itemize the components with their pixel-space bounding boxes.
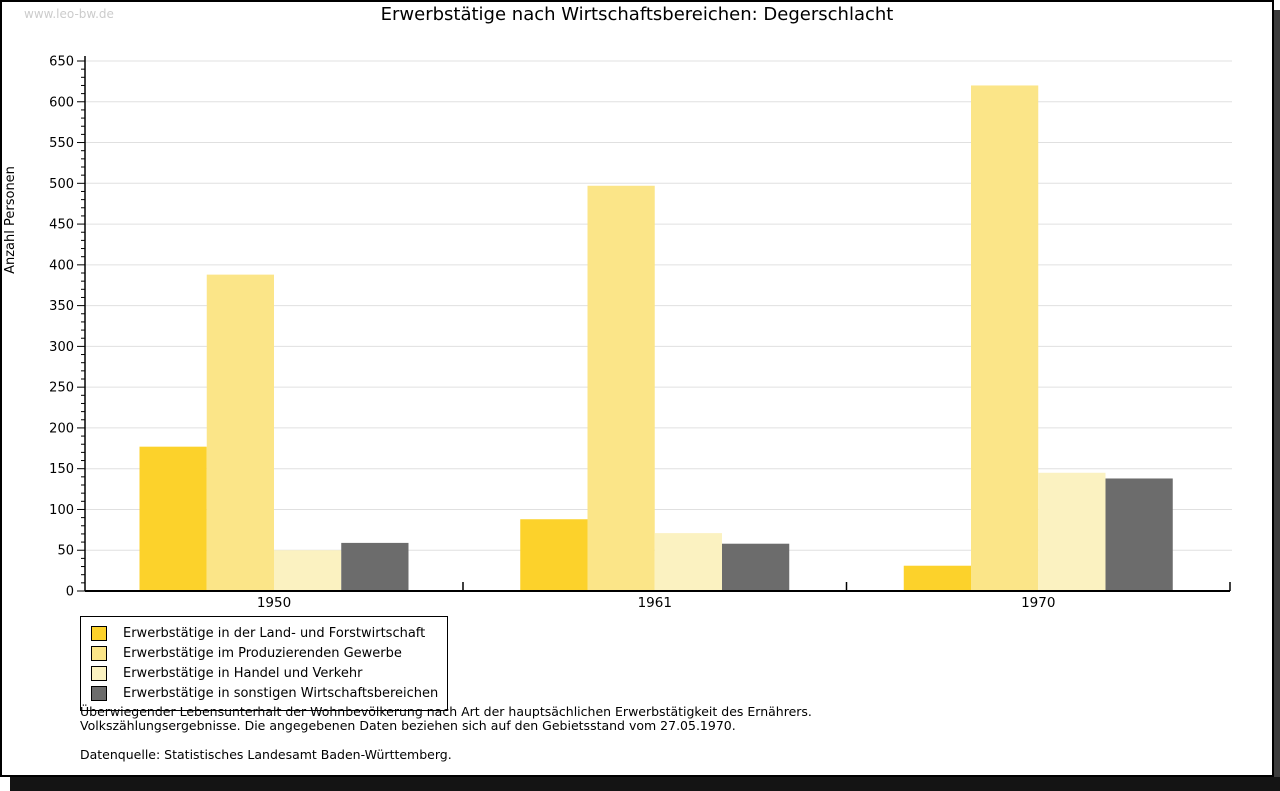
bar-1961-s3 <box>654 533 722 591</box>
bar-1950-s2 <box>206 274 274 591</box>
chart-title: Erwerbstätige nach Wirtschaftsbereichen:… <box>380 4 894 25</box>
bar-1970-s4 <box>1105 478 1173 591</box>
legend-item: Erwerbstätige in sonstigen Wirtschaftsbe… <box>81 683 447 703</box>
legend-label: Erwerbstätige in sonstigen Wirtschaftsbe… <box>123 685 439 701</box>
legend-label: Erwerbstätige in Handel und Verkehr <box>123 665 363 681</box>
frame-shadow-right <box>1274 10 1280 778</box>
legend-item: Erwerbstätige in der Land- und Forstwirt… <box>81 623 447 643</box>
bar-1970-s3 <box>1038 472 1106 591</box>
x-tick-label: 1970 <box>1021 595 1055 611</box>
y-tick-label: 50 <box>57 544 74 559</box>
bar-1970-s1 <box>903 565 971 591</box>
y-tick-label: 150 <box>49 462 74 477</box>
bar-1950-s3 <box>274 550 342 591</box>
y-tick-label: 500 <box>49 177 74 192</box>
y-tick-label: 250 <box>49 381 74 396</box>
y-axis-title: Anzahl Personen <box>3 166 18 274</box>
y-tick-label: 650 <box>49 55 74 70</box>
frame-shadow-bottom <box>10 777 1280 791</box>
bar-1961-s1 <box>520 519 588 591</box>
legend-label: Erwerbstätige in der Land- und Forstwirt… <box>123 625 426 641</box>
legend-swatch-icon <box>91 625 107 641</box>
legend-item: Erwerbstätige in Handel und Verkehr <box>81 663 447 683</box>
legend-swatch-icon <box>91 665 107 681</box>
bar-1961-s2 <box>587 185 655 591</box>
footnotes: Überwiegender Lebensunterhalt der Wohnbe… <box>80 705 1180 762</box>
legend-swatch-icon <box>91 645 107 661</box>
bar-1950-s1 <box>139 446 207 591</box>
footnote-line-1: Überwiegender Lebensunterhalt der Wohnbe… <box>80 704 812 719</box>
y-tick-label: 350 <box>49 299 74 314</box>
bar-1961-s4 <box>722 543 790 591</box>
watermark: www.leo-bw.de <box>24 7 114 21</box>
y-tick-label: 0 <box>66 585 74 600</box>
y-tick-label: 300 <box>49 340 74 355</box>
y-tick-label: 450 <box>49 218 74 233</box>
y-tick-label: 200 <box>49 421 74 436</box>
bar-1950-s4 <box>341 542 409 591</box>
y-tick-label: 400 <box>49 258 74 273</box>
legend-item: Erwerbstätige im Produzierenden Gewerbe <box>81 643 447 663</box>
x-tick-label: 1950 <box>257 595 291 611</box>
y-tick-label: 600 <box>49 95 74 110</box>
bar-chart-plot: 1950 1961 1970 0 50 100 150 200 250 300 350 400 450 5… <box>3 55 1232 611</box>
y-tick-label: 550 <box>49 136 74 151</box>
bar-1970-s2 <box>971 85 1039 591</box>
legend-swatch-icon <box>91 685 107 701</box>
footnote-line-2: Volkszählungsergebnisse. Die angegebenen… <box>80 718 736 733</box>
legend-box: Erwerbstätige in der Land- und Forstwirt… <box>80 616 448 711</box>
footnote-source: Datenquelle: Statistisches Landesamt Bad… <box>80 747 452 762</box>
y-tick-label: 100 <box>49 503 74 518</box>
x-tick-label: 1961 <box>638 595 672 611</box>
legend-label: Erwerbstätige im Produzierenden Gewerbe <box>123 645 402 661</box>
